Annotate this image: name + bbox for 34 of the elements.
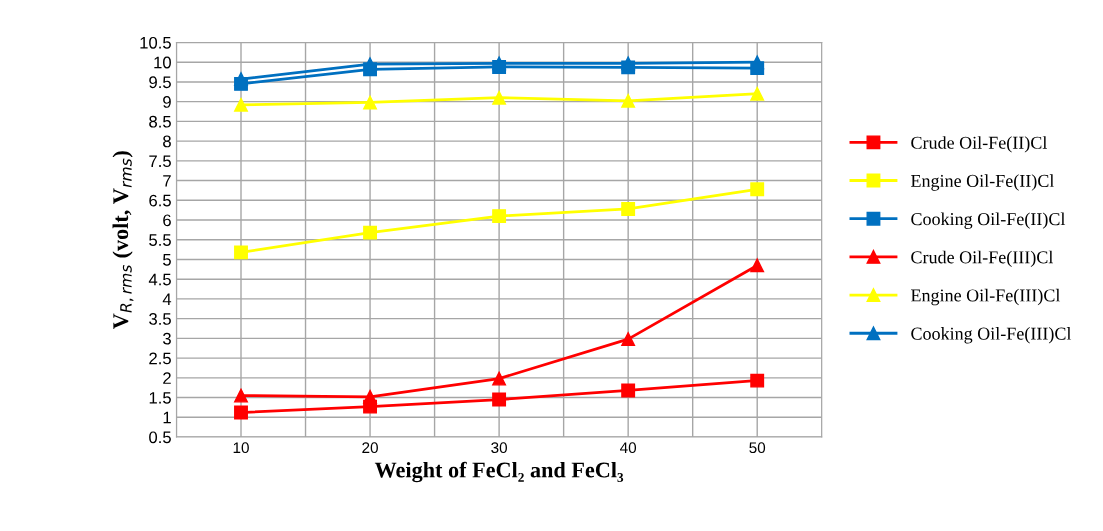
y-tick-label: 8 <box>163 135 171 148</box>
x-tick-label: 40 <box>620 442 637 454</box>
x-tick-label: 50 <box>749 442 766 454</box>
y-tick-label: 10 <box>154 56 171 69</box>
y-tick-label: 8.5 <box>149 115 171 128</box>
y-tick-label: 9.5 <box>149 76 171 89</box>
y-tick-label: 3 <box>162 332 171 345</box>
y-tick-label: 4.5 <box>148 273 171 286</box>
legend-label: Engine Oil-Fe(II)Cl <box>910 174 1055 191</box>
x-tick-label: 10 <box>233 442 249 454</box>
y-tick-label: 1 <box>163 411 171 424</box>
legend-label: Crude Oil-Fe(III)Cl <box>911 250 1054 268</box>
y-tick-label: 1.5 <box>149 392 171 404</box>
y-tick-label: 6.5 <box>149 194 171 207</box>
legend-label: Crude Oil-Fe(II)Cl <box>911 136 1047 153</box>
legend-label: Cooking Oil-Fe(II)Cl <box>911 212 1066 229</box>
y-axis-title: V$_{R,rms}$ (volt, V$_{rms}$) <box>112 151 134 330</box>
legend-label: Cooking Oil-Fe(III)Cl <box>911 327 1072 344</box>
y-tick-label: 6 <box>163 214 171 227</box>
legend-label: Engine Oil-Fe(III)Cl <box>910 288 1061 306</box>
y-tick-label: 4 <box>162 293 172 305</box>
x-tick-label: 30 <box>491 442 508 454</box>
y-tick-label: 9 <box>163 96 171 108</box>
y-tick-label: 0.5 <box>149 431 171 444</box>
y-tick-label: 3.5 <box>149 313 171 325</box>
y-tick-label: 7.5 <box>149 155 171 168</box>
y-tick-label: 2.5 <box>149 352 171 365</box>
x-tick-label: 20 <box>362 442 378 454</box>
y-tick-label: 7 <box>163 175 171 187</box>
y-tick-label: 10.5 <box>140 36 171 49</box>
y-tick-label: 2 <box>163 372 171 384</box>
y-tick-label: 5 <box>163 254 171 266</box>
x-axis-title: Weight of FeCl₂ and FeCl₃ <box>374 461 624 483</box>
y-tick-label: 5.5 <box>149 234 171 246</box>
